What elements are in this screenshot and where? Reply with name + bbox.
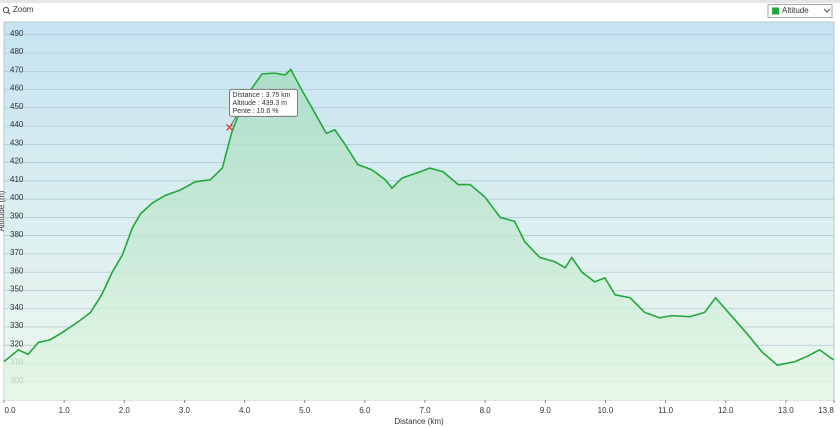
y-tick-label: 330 xyxy=(10,321,24,330)
y-tick-label: 480 xyxy=(10,47,24,56)
y-tick-label: 420 xyxy=(10,157,24,166)
dropdown-arrow xyxy=(823,8,831,13)
x-tick-label: 0.0 xyxy=(4,406,16,415)
legend-label: Altitude xyxy=(782,6,809,15)
x-tick-label: 13.8 xyxy=(818,406,834,415)
y-tick-label: 360 xyxy=(10,266,24,275)
x-tick-label: 10.0 xyxy=(598,406,614,415)
legend[interactable] xyxy=(767,4,833,18)
y-tick-label: 370 xyxy=(10,248,24,257)
y-tick-label: 380 xyxy=(10,230,24,239)
y-tick-label: 390 xyxy=(10,212,24,221)
y-axis-title: Altitude (m) xyxy=(0,190,6,231)
y-tick-label: 460 xyxy=(10,84,24,93)
x-tick-label: 5.0 xyxy=(299,406,311,415)
x-tick-label: 12.0 xyxy=(718,406,734,415)
y-tick-label: 440 xyxy=(10,120,24,129)
tooltip-text: Pente : 10.6 % xyxy=(233,108,279,115)
x-tick-label: 2.0 xyxy=(119,406,131,415)
y-tick-label: 470 xyxy=(10,65,24,74)
x-tick-label: 1.0 xyxy=(59,406,71,415)
zoom-icon[interactable] xyxy=(2,6,10,14)
zoom-button[interactable]: Zoom xyxy=(13,5,34,14)
x-tick-label: 4.0 xyxy=(239,406,251,415)
legend-box[interactable] xyxy=(767,4,833,18)
x-tick-label: 3.0 xyxy=(179,406,191,415)
x-tick-label: 9.0 xyxy=(540,406,552,415)
tab-strip xyxy=(0,0,840,3)
area xyxy=(4,69,834,400)
annotation-marker xyxy=(226,123,234,131)
x-tick-label: 8.0 xyxy=(480,406,492,415)
y-tick-label: 350 xyxy=(10,285,24,294)
tooltip-text: Altitude : 439.3 m xyxy=(233,100,288,107)
x-tick-label: 7.0 xyxy=(419,406,431,415)
y-tick-label: 410 xyxy=(10,175,24,184)
x-axis-title: Distance (km) xyxy=(394,417,444,426)
x-tick-label: 11.0 xyxy=(658,406,674,415)
x-tick-label: 13.0 xyxy=(778,406,794,415)
y-tick-label: 430 xyxy=(10,138,24,147)
y-tick-label: 340 xyxy=(10,303,24,312)
y-tick-label: 450 xyxy=(10,102,24,111)
legend-swatch xyxy=(772,7,779,15)
zoom-icon-handle xyxy=(7,11,11,15)
tooltip-text: Distance : 3.75 km xyxy=(233,92,291,99)
y-tick-label: 490 xyxy=(10,29,24,38)
y-tick-label: 400 xyxy=(10,193,24,202)
y-tick-label: 320 xyxy=(10,339,24,348)
tooltip-box xyxy=(229,88,299,117)
line xyxy=(3,68,834,367)
x-tick-label: 6.0 xyxy=(359,406,371,415)
